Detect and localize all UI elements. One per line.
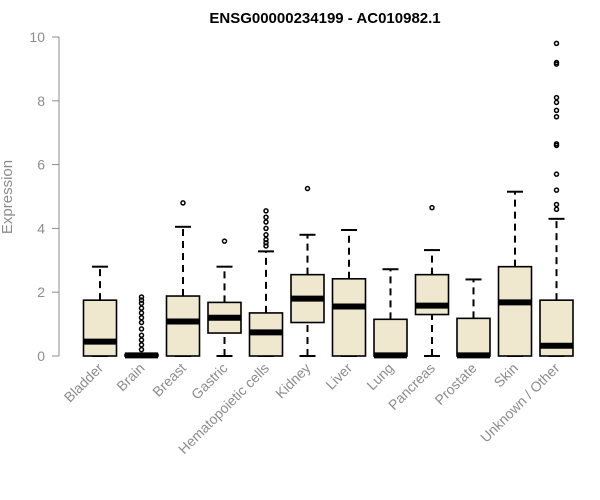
outlier-point [263, 208, 269, 214]
outlier-point [553, 59, 560, 66]
x-tick-label: Kidney [272, 360, 314, 402]
chart-title: ENSG00000234199 - AC010982.1 [209, 10, 440, 27]
outlier-point [553, 99, 560, 106]
outlier-point [138, 319, 145, 326]
outlier-point [553, 141, 560, 147]
outlier-point [138, 305, 145, 311]
y-axis-label: Expression [0, 160, 16, 234]
outlier-point [263, 225, 269, 232]
outlier-point [263, 214, 269, 220]
outlier-point [138, 337, 145, 343]
box-bladder [82, 265, 118, 357]
outlier-point [263, 232, 269, 238]
outlier-point [138, 332, 145, 339]
box-gastric [207, 238, 242, 357]
outlier-point [138, 310, 145, 316]
box-iqr [331, 278, 367, 357]
outlier-point [263, 236, 269, 243]
x-tick-label: Liver [322, 360, 355, 393]
outlier-point [138, 326, 145, 332]
box-iqr [82, 299, 118, 357]
outlier-point [138, 297, 145, 303]
outlier-point [180, 200, 186, 206]
outlier-point [138, 294, 145, 300]
y-tick-label: 0 [37, 348, 45, 364]
x-tick-label: Unknown / Other [477, 360, 563, 446]
outlier-point [553, 201, 560, 208]
y-tick-label: 6 [37, 157, 45, 173]
outlier-point [221, 238, 228, 244]
outlier-point [553, 206, 560, 213]
outlier-point [429, 204, 435, 211]
box-prostate [456, 278, 491, 359]
outlier-point [304, 185, 311, 192]
outlier-point [263, 240, 269, 246]
box-iqr [456, 317, 491, 357]
outlier-point [138, 314, 145, 321]
box-breast [165, 200, 201, 357]
box-unknown-other [539, 40, 574, 357]
box-lung [373, 268, 408, 359]
box-brain [124, 294, 159, 359]
box-hematopoietic-cells [248, 208, 284, 357]
box-skin [497, 190, 533, 357]
y-tick-label: 10 [29, 29, 45, 45]
outlier-point [553, 40, 560, 47]
outlier-point [553, 94, 560, 101]
y-tick-label: 4 [37, 220, 45, 236]
x-tick-label: Prostate [431, 360, 479, 408]
x-tick-label: Breast [149, 360, 189, 400]
x-tick-label: Lung [363, 360, 396, 393]
box-iqr [165, 295, 201, 357]
y-axis: 0 2 4 6 8 10 [29, 29, 60, 364]
outlier-point [138, 300, 145, 307]
y-tick-label: 8 [37, 93, 45, 109]
box-series [82, 40, 574, 359]
outlier-point [553, 187, 560, 193]
outlier-point [553, 114, 560, 120]
box-pancreas [414, 204, 450, 357]
outlier-point [263, 219, 269, 225]
y-tick-label: 2 [37, 284, 45, 300]
outlier-point [553, 107, 560, 114]
x-tick-label: Brain [113, 360, 147, 394]
box-liver [331, 228, 367, 357]
outlier-point [553, 171, 560, 177]
outlier-point [138, 346, 145, 353]
x-tick-label: Skin [491, 360, 522, 391]
box-iqr [373, 318, 408, 357]
outlier-point [138, 342, 145, 348]
box-kidney [290, 185, 325, 357]
x-tick-label: Bladder [61, 360, 107, 406]
outlier-point [263, 243, 269, 249]
box-iqr [497, 265, 533, 357]
